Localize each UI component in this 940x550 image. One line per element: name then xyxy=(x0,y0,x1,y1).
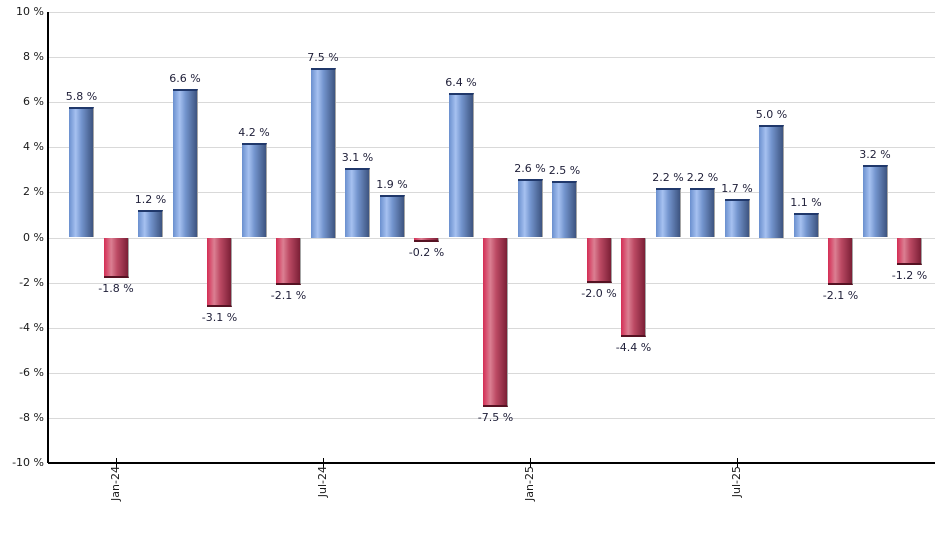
y-axis-tick-label: -6 % xyxy=(19,365,44,379)
bar-value-label: -2.1 % xyxy=(822,288,859,302)
bar-value-label: 7.5 % xyxy=(307,51,339,65)
y-axis-tick-label: -4 % xyxy=(19,320,44,334)
y-axis-tick-label: 4 % xyxy=(23,140,44,154)
bar-negative xyxy=(586,237,612,283)
bar-positive xyxy=(862,165,888,238)
y-axis-tick-label: 10 % xyxy=(16,5,44,18)
bar-value-label: 1.7 % xyxy=(721,182,753,196)
bar-value-label: -2.1 % xyxy=(270,288,307,302)
bar-positive xyxy=(448,93,474,238)
bar-value-label: 1.2 % xyxy=(134,193,167,207)
x-axis-line xyxy=(48,462,935,464)
bar-value-label: -7.5 % xyxy=(477,410,514,424)
bar-value-label: -1.8 % xyxy=(98,282,134,296)
bar-positive xyxy=(379,194,405,238)
bar-value-label: 4.2 % xyxy=(238,125,270,139)
bar-value-label: -1.2 % xyxy=(891,268,928,282)
bar-value-label: 2.2 % xyxy=(686,170,719,184)
bar-value-label: -3.1 % xyxy=(201,311,238,325)
y-axis-tick-label: -8 % xyxy=(19,410,44,424)
bar-negative xyxy=(414,237,439,242)
gridline xyxy=(48,192,935,193)
bar-positive xyxy=(552,181,577,238)
bar-negative xyxy=(897,237,922,265)
x-axis-tick-label: Jan-25 xyxy=(523,466,536,501)
bar-value-label: -0.2 % xyxy=(408,246,445,259)
bar-negative xyxy=(828,237,853,285)
bar-positive xyxy=(172,88,198,238)
bar-value-label: 3.1 % xyxy=(341,150,374,164)
bar-value-label: 6.4 % xyxy=(445,76,477,90)
bar-positive xyxy=(724,199,750,238)
y-axis-tick-label: -2 % xyxy=(19,275,44,289)
bar-value-label: 6.6 % xyxy=(169,71,201,85)
bar-positive xyxy=(310,68,336,238)
x-axis-tick xyxy=(323,458,324,468)
y-axis-tick-label: -10 % xyxy=(12,456,44,469)
x-axis-tick xyxy=(116,458,117,468)
bar-positive xyxy=(690,187,715,238)
bar-negative xyxy=(621,237,646,337)
gridline xyxy=(48,102,935,103)
gridline xyxy=(48,12,935,13)
bar-negative xyxy=(483,237,508,407)
gridline xyxy=(48,147,935,148)
y-axis-line xyxy=(47,12,49,463)
x-axis-tick-label: Jul-24 xyxy=(316,466,329,498)
bar-positive xyxy=(138,210,163,238)
bar-value-label: 5.0 % xyxy=(755,107,788,121)
bar-value-label: 2.5 % xyxy=(548,164,581,178)
bar-value-label: 3.2 % xyxy=(859,148,891,162)
bar-positive xyxy=(655,187,681,238)
x-axis-tick-label: Jan-24 xyxy=(109,466,122,501)
bar-negative xyxy=(276,237,301,285)
bar-value-label: 2.6 % xyxy=(514,161,546,175)
y-axis-tick-label: 2 % xyxy=(23,185,44,199)
bar-value-label: 2.2 % xyxy=(652,170,684,184)
bar-negative xyxy=(207,237,232,308)
bar-value-label: 5.8 % xyxy=(65,89,98,103)
gridline xyxy=(48,57,935,58)
bar-positive xyxy=(241,142,267,238)
y-axis-tick-label: 8 % xyxy=(23,50,44,64)
bar-negative xyxy=(103,237,129,279)
x-axis-tick xyxy=(737,458,738,468)
y-axis-tick-label: 6 % xyxy=(23,95,44,109)
bar-value-label: -4.4 % xyxy=(615,340,652,354)
bar-positive xyxy=(517,178,543,238)
bar-positive xyxy=(345,167,370,238)
bar-positive xyxy=(759,124,784,238)
y-axis-tick-label: 0 % xyxy=(23,230,44,244)
bar-positive xyxy=(793,212,819,238)
bar-value-label: -2.0 % xyxy=(581,286,617,300)
bar-positive xyxy=(69,106,94,238)
bar-value-label: 1.9 % xyxy=(376,177,408,191)
gridline xyxy=(48,418,935,419)
bar-value-label: 1.1 % xyxy=(790,195,822,209)
x-axis-tick xyxy=(530,458,531,468)
x-axis-tick-label: Jul-25 xyxy=(730,466,743,498)
